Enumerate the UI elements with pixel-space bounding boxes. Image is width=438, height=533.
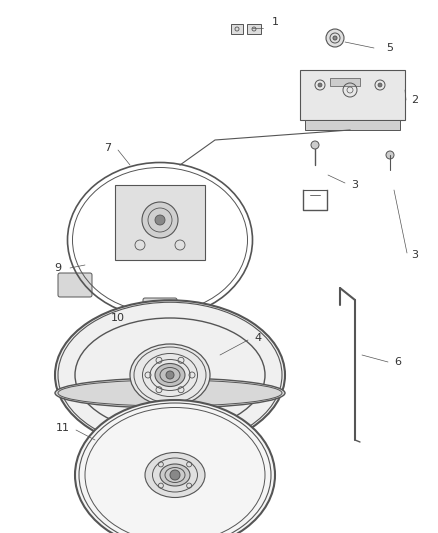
Bar bbox=[300, 70, 405, 120]
Bar bbox=[305, 120, 400, 130]
Circle shape bbox=[311, 141, 319, 149]
Text: 9: 9 bbox=[54, 263, 62, 273]
Circle shape bbox=[142, 202, 178, 238]
Text: 2: 2 bbox=[411, 95, 419, 105]
Ellipse shape bbox=[160, 464, 190, 486]
Text: 3: 3 bbox=[411, 250, 418, 260]
Circle shape bbox=[333, 36, 337, 40]
Circle shape bbox=[318, 83, 322, 87]
Text: 5: 5 bbox=[386, 43, 393, 53]
Circle shape bbox=[378, 83, 382, 87]
Circle shape bbox=[170, 470, 180, 480]
FancyBboxPatch shape bbox=[58, 273, 92, 297]
Bar bbox=[231, 24, 243, 34]
Ellipse shape bbox=[55, 378, 285, 408]
Circle shape bbox=[386, 151, 394, 159]
Bar bbox=[247, 24, 261, 34]
FancyBboxPatch shape bbox=[143, 298, 177, 320]
Circle shape bbox=[155, 215, 165, 225]
Ellipse shape bbox=[145, 453, 205, 497]
Ellipse shape bbox=[130, 344, 210, 406]
Text: 10: 10 bbox=[111, 313, 125, 323]
Ellipse shape bbox=[55, 300, 285, 450]
Text: 11: 11 bbox=[56, 423, 70, 433]
Circle shape bbox=[166, 371, 174, 379]
Bar bbox=[115, 185, 205, 260]
Text: 4: 4 bbox=[254, 333, 261, 343]
Text: 7: 7 bbox=[104, 143, 112, 153]
Text: 6: 6 bbox=[395, 357, 402, 367]
Text: 1: 1 bbox=[272, 17, 279, 27]
Ellipse shape bbox=[155, 364, 185, 386]
Circle shape bbox=[326, 29, 344, 47]
Bar bbox=[330, 78, 360, 86]
Ellipse shape bbox=[75, 400, 275, 533]
Text: 3: 3 bbox=[352, 180, 358, 190]
